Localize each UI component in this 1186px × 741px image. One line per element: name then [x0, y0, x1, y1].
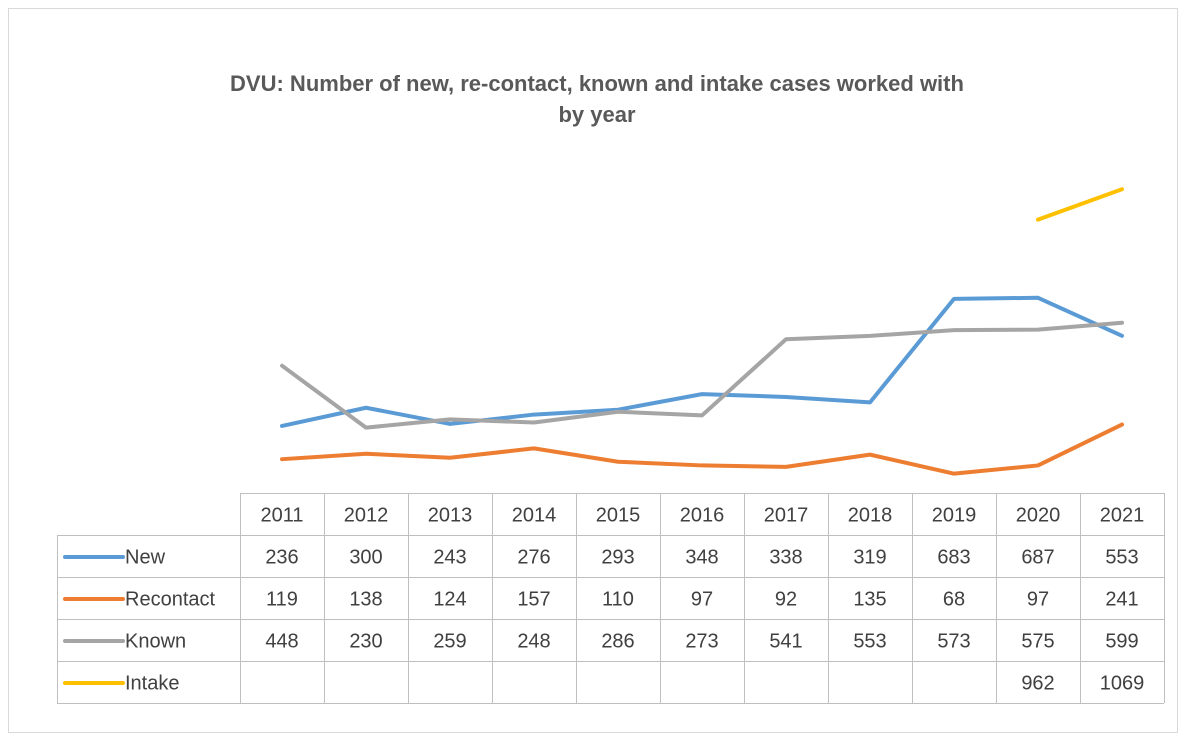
- table-value: 286: [601, 630, 634, 652]
- category-label: 2020: [1016, 504, 1061, 526]
- category-label: 2016: [680, 504, 725, 526]
- table-value: 241: [1105, 588, 1138, 610]
- table-value: 683: [937, 546, 970, 568]
- category-label: 2013: [428, 504, 473, 526]
- table-value: 135: [853, 588, 886, 610]
- series-line: [280, 295, 1124, 428]
- category-label: 2021: [1100, 504, 1145, 526]
- category-label: 2017: [764, 504, 809, 526]
- legend-label: Known: [125, 630, 186, 652]
- table-value: 230: [349, 630, 382, 652]
- table-value: 110: [602, 588, 634, 610]
- table-value: 276: [517, 546, 550, 568]
- chart-title: DVU: Number of new, re-contact, known an…: [230, 71, 964, 127]
- table-value: 448: [265, 630, 298, 652]
- table-value: 300: [349, 546, 382, 568]
- category-label: 2019: [932, 504, 977, 526]
- table-value: 97: [1027, 588, 1049, 610]
- table-value: 573: [937, 630, 970, 652]
- table-value: 575: [1021, 630, 1054, 652]
- table-value: 1069: [1100, 672, 1145, 694]
- table-value: 541: [769, 630, 802, 652]
- legend-label: New: [125, 546, 166, 568]
- table-value: 243: [433, 546, 466, 568]
- table-value: 553: [1105, 546, 1138, 568]
- category-label: 2014: [512, 504, 557, 526]
- table-value: 259: [433, 630, 466, 652]
- table-value: 157: [517, 588, 550, 610]
- category-label: 2012: [344, 504, 389, 526]
- table-value: 138: [349, 588, 382, 610]
- table-value: 553: [853, 630, 886, 652]
- series-line: [280, 320, 1124, 430]
- table-value: 92: [775, 588, 797, 610]
- chart-border: [8, 8, 1178, 733]
- table-value: 338: [769, 546, 802, 568]
- table-value: 97: [691, 588, 713, 610]
- series-line: [1036, 187, 1124, 222]
- table-value: 599: [1105, 630, 1138, 652]
- category-label: 2011: [260, 504, 303, 526]
- table-value: 68: [943, 588, 965, 610]
- legend-label: Intake: [125, 672, 179, 694]
- table-value: 273: [685, 630, 718, 652]
- table-value: 248: [517, 630, 550, 652]
- table-value: 293: [601, 546, 634, 568]
- table-value: 687: [1021, 546, 1054, 568]
- legend-label: Recontact: [125, 588, 215, 610]
- table-value: 348: [685, 546, 718, 568]
- table-value: 962: [1021, 672, 1054, 694]
- series-line: [280, 422, 1124, 476]
- category-label: 2015: [596, 504, 641, 526]
- table-value: 124: [433, 588, 466, 610]
- category-label: 2018: [848, 504, 893, 526]
- table-value: 236: [265, 546, 298, 568]
- table-value: 319: [853, 546, 886, 568]
- table-value: 119: [266, 588, 298, 610]
